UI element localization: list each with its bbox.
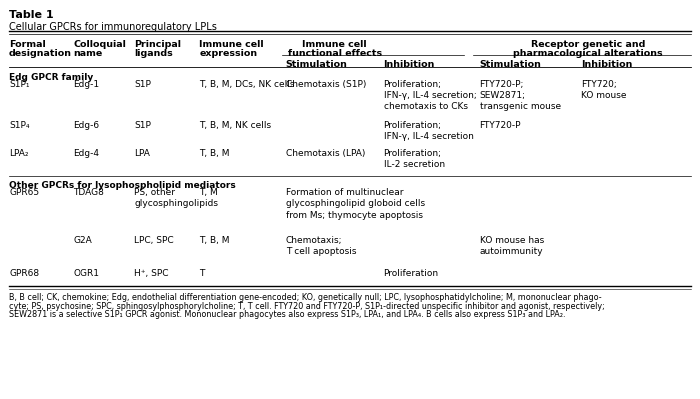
Text: SEW2871 is a selective S1P₁ GPCR agonist. Mononuclear phagocytes also express S1: SEW2871 is a selective S1P₁ GPCR agonist… xyxy=(9,310,566,319)
Text: Receptor genetic and: Receptor genetic and xyxy=(531,40,645,49)
Text: T, B, M, NK cells: T, B, M, NK cells xyxy=(199,121,272,130)
Text: ligands: ligands xyxy=(134,49,173,59)
Text: FTY720;
KO mouse: FTY720; KO mouse xyxy=(581,80,626,100)
Text: designation: designation xyxy=(9,49,72,59)
Text: cyte; PS, psychosine; SPC, sphingosylphosphorylcholine; T, T cell. FTY720 and FT: cyte; PS, psychosine; SPC, sphingosylpho… xyxy=(9,302,605,311)
Text: Formation of multinuclear
glycosphingolipid globoid cells
from Ms; thymocyte apo: Formation of multinuclear glycosphingoli… xyxy=(286,188,425,219)
Text: Colloquial: Colloquial xyxy=(74,40,127,49)
Text: FTY720-P: FTY720-P xyxy=(480,121,521,130)
Text: Chemotaxis (S1P): Chemotaxis (S1P) xyxy=(286,80,366,89)
Text: S1P₁: S1P₁ xyxy=(9,80,29,89)
Text: LPA: LPA xyxy=(134,149,150,158)
Text: LPA₂: LPA₂ xyxy=(9,149,29,158)
Text: T: T xyxy=(199,269,205,278)
Text: Stimulation: Stimulation xyxy=(480,60,541,69)
Text: GPR68: GPR68 xyxy=(9,269,39,278)
Text: Edg-6: Edg-6 xyxy=(74,121,99,130)
Text: B, B cell; CK, chemokine; Edg, endothelial differentiation gene-encoded; KO, gen: B, B cell; CK, chemokine; Edg, endotheli… xyxy=(9,293,602,302)
Text: H⁺, SPC: H⁺, SPC xyxy=(134,269,169,278)
Text: S1P₄: S1P₄ xyxy=(9,121,29,130)
Text: Table 1: Table 1 xyxy=(9,10,54,20)
Text: S1P: S1P xyxy=(134,121,151,130)
Text: Other GPCRs for lysophospholipid mediators: Other GPCRs for lysophospholipid mediato… xyxy=(9,181,236,190)
Text: functional effects: functional effects xyxy=(288,49,382,59)
Text: T, B, M: T, B, M xyxy=(199,236,230,245)
Text: KO mouse has
autoimmunity: KO mouse has autoimmunity xyxy=(480,236,544,256)
Text: Immune cell: Immune cell xyxy=(302,40,367,49)
Text: Formal: Formal xyxy=(9,40,46,49)
Text: Proliferation: Proliferation xyxy=(384,269,439,278)
Text: Chemotaxis;
T cell apoptosis: Chemotaxis; T cell apoptosis xyxy=(286,236,356,256)
Text: Principal: Principal xyxy=(134,40,181,49)
Text: GPR65: GPR65 xyxy=(9,188,39,198)
Text: PS, other
glycosphingolipids: PS, other glycosphingolipids xyxy=(134,188,218,208)
Text: Edg GPCR family: Edg GPCR family xyxy=(9,73,93,82)
Text: Proliferation;
IFN-γ, IL-4 secretion: Proliferation; IFN-γ, IL-4 secretion xyxy=(384,121,473,141)
Text: LPC, SPC: LPC, SPC xyxy=(134,236,174,245)
Text: Stimulation: Stimulation xyxy=(286,60,347,69)
Text: Proliferation;
IFN-γ, IL-4 secretion;
chemotaxis to CKs: Proliferation; IFN-γ, IL-4 secretion; ch… xyxy=(384,80,476,111)
Text: T, B, M: T, B, M xyxy=(199,149,230,158)
Text: Immune cell: Immune cell xyxy=(199,40,264,49)
Text: G2A: G2A xyxy=(74,236,92,245)
Text: expression: expression xyxy=(199,49,258,59)
Text: Edg-1: Edg-1 xyxy=(74,80,99,89)
Text: T, M: T, M xyxy=(199,188,218,198)
Text: pharmacological alterations: pharmacological alterations xyxy=(513,49,663,59)
Text: Proliferation;
IL-2 secretion: Proliferation; IL-2 secretion xyxy=(384,149,444,169)
Text: S1P: S1P xyxy=(134,80,151,89)
Text: T, B, M, DCs, NK cells: T, B, M, DCs, NK cells xyxy=(199,80,295,89)
Text: name: name xyxy=(74,49,103,59)
Text: TDAG8: TDAG8 xyxy=(74,188,104,198)
Text: Edg-4: Edg-4 xyxy=(74,149,99,158)
Text: Inhibition: Inhibition xyxy=(384,60,435,69)
Text: FTY720-P;
SEW2871;
transgenic mouse: FTY720-P; SEW2871; transgenic mouse xyxy=(480,80,561,111)
Text: OGR1: OGR1 xyxy=(74,269,99,278)
Text: Chemotaxis (LPA): Chemotaxis (LPA) xyxy=(286,149,365,158)
Text: Cellular GPCRs for immunoregulatory LPLs: Cellular GPCRs for immunoregulatory LPLs xyxy=(9,22,217,32)
Text: Inhibition: Inhibition xyxy=(581,60,632,69)
